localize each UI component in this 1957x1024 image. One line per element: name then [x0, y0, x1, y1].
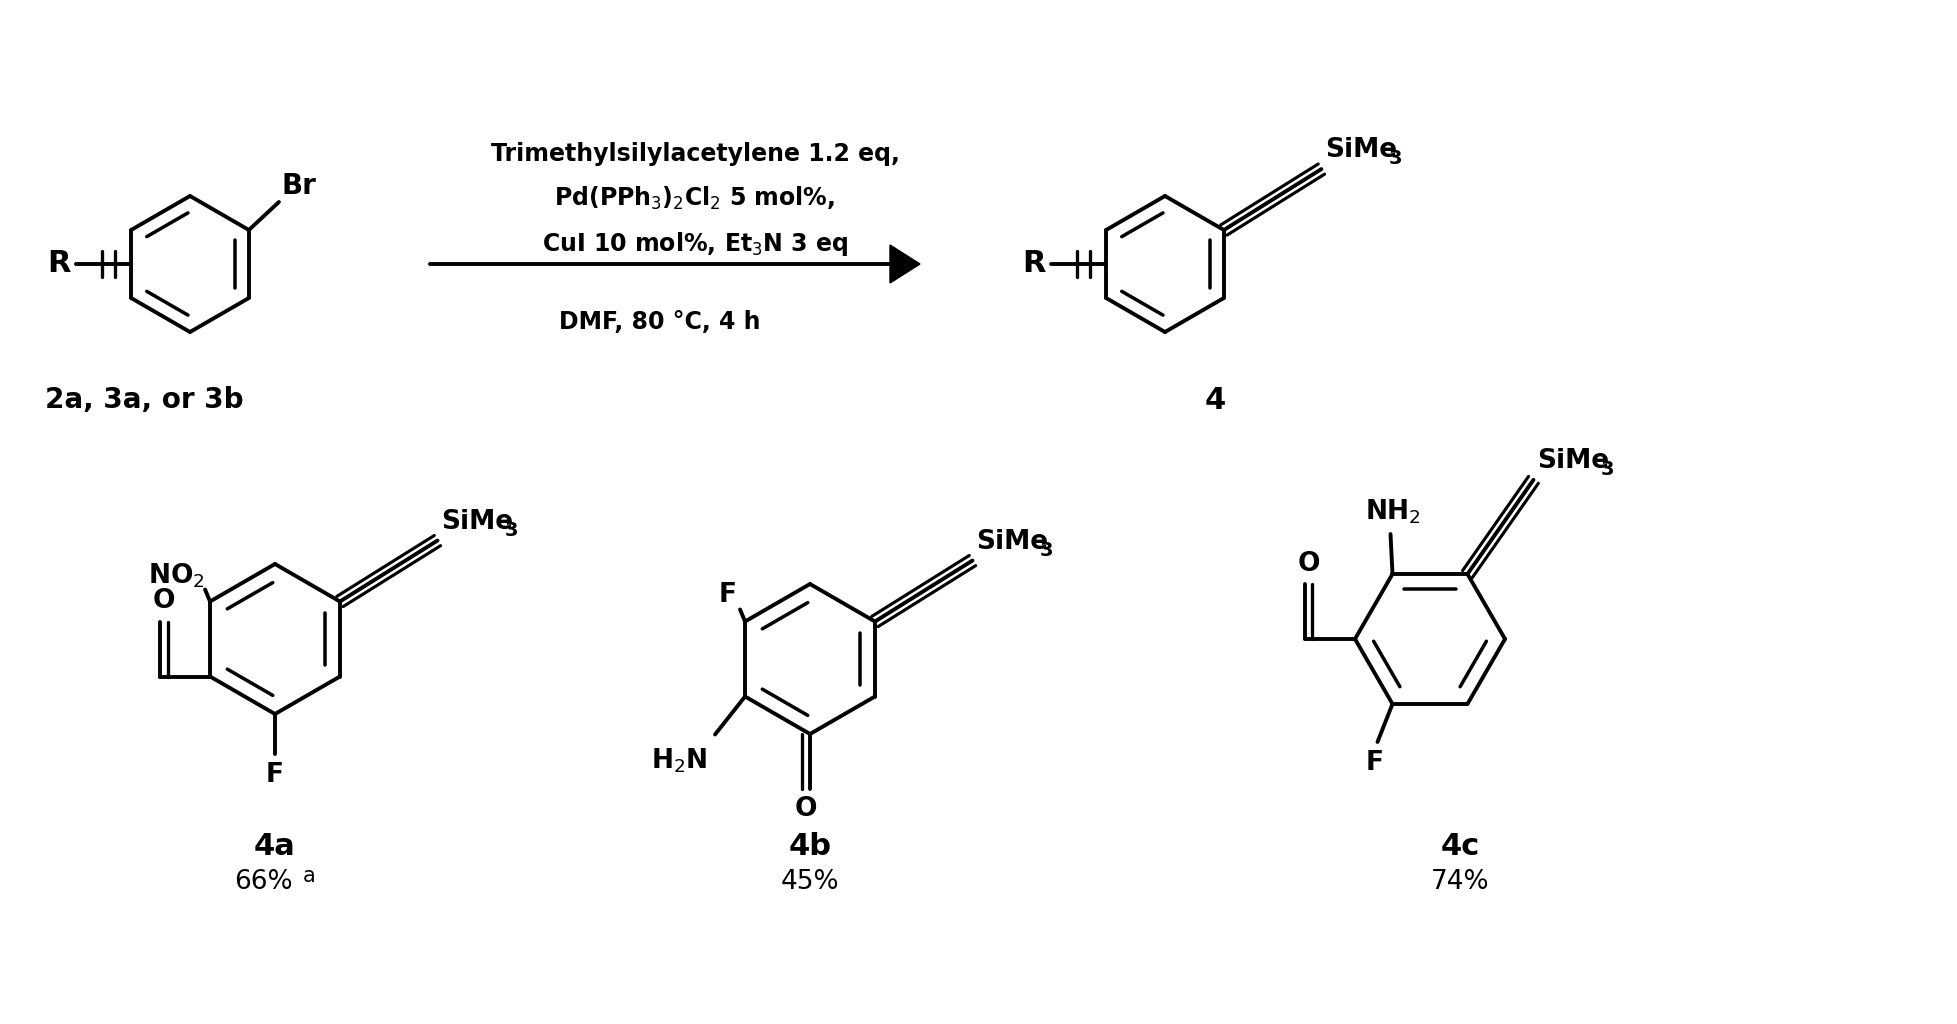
Text: 2a, 3a, or 3b: 2a, 3a, or 3b — [45, 386, 243, 414]
Text: 4b: 4b — [789, 831, 832, 861]
Text: SiMe: SiMe — [440, 509, 513, 535]
Text: a: a — [303, 866, 315, 886]
Text: 3: 3 — [1599, 460, 1613, 479]
Text: 3: 3 — [1388, 150, 1401, 168]
Text: 4: 4 — [1204, 386, 1225, 415]
Text: F: F — [1364, 750, 1384, 776]
Text: 4a: 4a — [254, 831, 296, 861]
Text: 4c: 4c — [1440, 831, 1479, 861]
Text: Trimethylsilylacetylene 1.2 eq,: Trimethylsilylacetylene 1.2 eq, — [491, 142, 898, 166]
Text: SiMe: SiMe — [1325, 137, 1397, 163]
Text: Pd(PPh$_3$)$_2$Cl$_2$ 5 mol%,: Pd(PPh$_3$)$_2$Cl$_2$ 5 mol%, — [554, 184, 836, 212]
Text: O: O — [795, 796, 818, 822]
Text: NO$_2$: NO$_2$ — [149, 561, 205, 590]
Text: NH$_2$: NH$_2$ — [1364, 498, 1419, 526]
Text: R: R — [47, 250, 70, 279]
Text: 3: 3 — [505, 520, 519, 540]
Text: SiMe: SiMe — [1536, 447, 1609, 474]
Text: H$_2$N: H$_2$N — [650, 746, 706, 775]
Text: O: O — [1297, 551, 1319, 577]
Text: 74%: 74% — [1431, 869, 1489, 895]
Text: F: F — [266, 762, 284, 788]
Text: CuI 10 mol%, Et$_3$N 3 eq: CuI 10 mol%, Et$_3$N 3 eq — [542, 230, 847, 258]
Text: DMF, 80 °C, 4 h: DMF, 80 °C, 4 h — [560, 310, 761, 334]
Text: R: R — [1022, 250, 1045, 279]
Text: Br: Br — [282, 172, 317, 200]
Text: F: F — [718, 582, 736, 607]
Text: O: O — [153, 589, 174, 614]
Text: 3: 3 — [1039, 541, 1053, 559]
Polygon shape — [890, 245, 920, 283]
Text: 66%: 66% — [233, 869, 292, 895]
Text: 45%: 45% — [781, 869, 840, 895]
Text: SiMe: SiMe — [977, 528, 1049, 555]
